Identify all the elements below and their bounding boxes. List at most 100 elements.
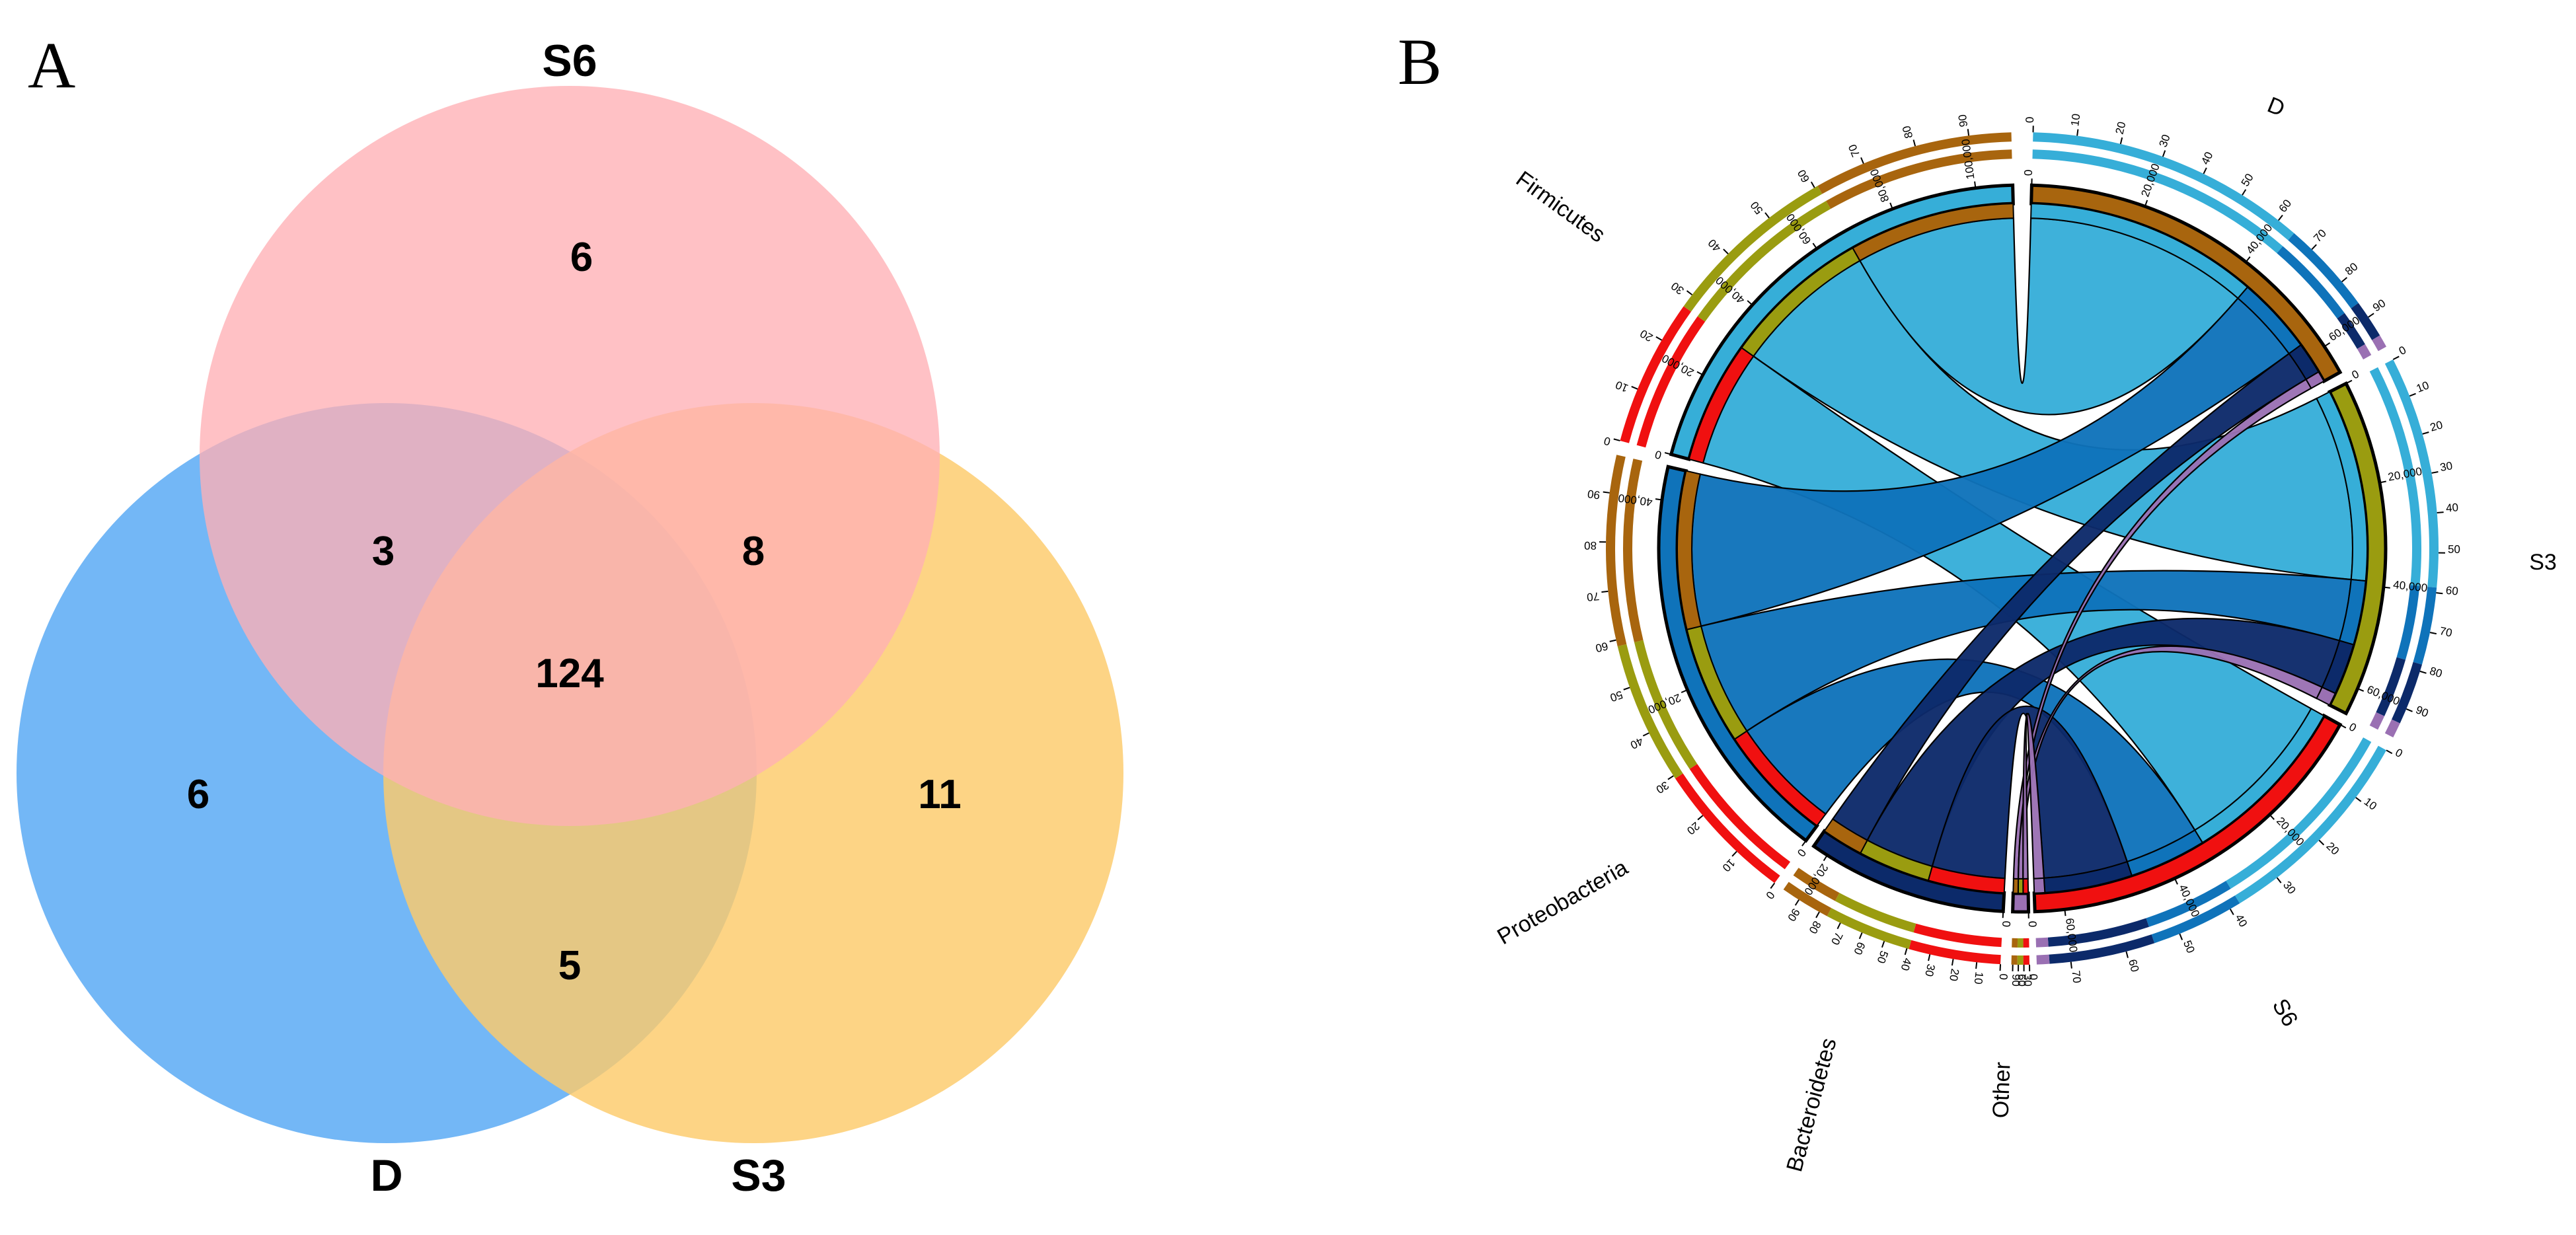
chord-rings — [1606, 132, 2439, 965]
outer-ring-a-s3-other — [2369, 712, 2385, 730]
outer-axis-s6-tick — [2318, 839, 2325, 846]
outer-ring-b-bacteroidetes-s6 — [1909, 940, 2001, 965]
outer-axis-proteobacteria-tick — [1609, 639, 1616, 642]
outer-axis-proteobacteria-tick-label: 20 — [1685, 819, 1702, 837]
outer-axis-s6-tick — [2355, 797, 2362, 802]
outer-axis-bacteroidetes-tick-label: 20 — [1947, 967, 1961, 982]
outer-axis-firmicutes-tick-label: 90 — [1956, 114, 1970, 128]
outer-axis-proteobacteria-tick-label: 50 — [1609, 688, 1624, 704]
outer-axis-bacteroidetes-tick — [1904, 948, 1908, 955]
outer-ring-b-firmicutes-s3 — [1683, 186, 1823, 312]
outer-ring-a-s3-bacteroidetes — [2376, 657, 2406, 716]
outer-axis-s3-tick — [2437, 511, 2444, 513]
inner-axis-firmicutes-tick — [1747, 300, 1753, 306]
outer-ring-b-s6-firmicutes — [2234, 745, 2387, 904]
outer-axis-bacteroidetes-tick-label: 80 — [1806, 918, 1823, 936]
outer-axis-proteobacteria-tick-label: 60 — [1594, 640, 1609, 655]
outer-axis-d-tick — [2341, 277, 2348, 283]
outer-axis-s3-tick-label: 10 — [2415, 379, 2431, 395]
outer-ring-b-other-s3 — [2017, 955, 2024, 965]
outer-axis-bacteroidetes-tick — [1858, 932, 1863, 940]
outer-axis-d-tick-label: 30 — [2156, 133, 2172, 149]
inner-axis-firmicutes-tick-label: 0 — [1653, 448, 1663, 462]
outer-ring-b-s3-bacteroidetes — [2392, 661, 2422, 724]
outer-axis-firmicutes-tick — [1764, 212, 1770, 219]
outer-ring-a-d-other — [2357, 344, 2372, 359]
inner-axis-bacteroidetes-tick — [2002, 911, 2004, 918]
panel-b-letter: B — [1398, 25, 1442, 98]
outer-axis-firmicutes-tick-label: 0 — [1603, 434, 1612, 448]
outer-ring-a-d-bacteroidetes — [2337, 313, 2365, 350]
outer-ring-a-bacteroidetes-d — [1793, 868, 1840, 901]
inner-axis-firmicutes-tick — [1696, 371, 1704, 376]
outer-ring-b-firmicutes-d — [1817, 132, 2012, 194]
outer-ring-a-s6-firmicutes — [2226, 737, 2372, 889]
outer-axis-bacteroidetes-tick-label: 60 — [1851, 940, 1868, 957]
outer-axis-firmicutes-tick-label: 70 — [1846, 143, 1862, 159]
outer-axis-firmicutes-tick — [1860, 157, 1864, 164]
outer-axis-s6-tick — [2276, 877, 2282, 883]
outer-axis-s6-tick — [2229, 909, 2234, 915]
inner-axis-s3-tick-label: 40,000 — [2392, 578, 2428, 594]
inner-axis-firmicutes-tick — [1889, 202, 1893, 209]
outer-axis-d-tick — [2076, 129, 2079, 136]
inner-axis-proteobacteria-tick-label: 0 — [1795, 846, 1809, 859]
inner-axis-s6-tick — [2174, 878, 2178, 885]
inner-axis-d-tick — [2324, 342, 2331, 348]
outer-ring-a-other-s3 — [2017, 938, 2024, 948]
outer-axis-proteobacteria-tick-label: 70 — [1586, 589, 1600, 603]
outer-axis-firmicutes-tick-label: 30 — [1669, 280, 1686, 297]
inner-axis-s3-tick — [2383, 586, 2390, 589]
outer-ring-b-d-proteobacteria — [2288, 233, 2359, 309]
inner-axis-s3-tick — [2357, 688, 2365, 692]
segment-label-other: Other — [1989, 1061, 2016, 1118]
outer-axis-proteobacteria-tick — [1667, 775, 1674, 780]
outer-ring-a-bacteroidetes-s6 — [1913, 923, 2002, 948]
outer-axis-s6-tick-label: 20 — [2324, 840, 2341, 858]
outer-axis-s3-tick — [2406, 708, 2413, 712]
outer-ring-a-bacteroidetes-s3 — [1835, 893, 1916, 933]
inner-axis-d-tick-label: 0 — [2022, 169, 2035, 176]
outer-axis-firmicutes-tick — [1631, 386, 1638, 390]
outer-axis-s3-tick — [2431, 471, 2439, 474]
venn-count-s6-s3: 8 — [742, 529, 765, 574]
outer-ring-b-s6-bacteroidetes — [2049, 934, 2155, 964]
inner-axis-d-tick — [2245, 256, 2251, 263]
outer-axis-firmicutes-tick — [1723, 248, 1729, 254]
outer-axis-bacteroidetes-tick — [1794, 899, 1799, 906]
outer-axis-d-tick — [2311, 244, 2317, 250]
outer-axis-s6-tick-label: 50 — [2181, 938, 2197, 955]
outer-axis-bacteroidetes-tick — [1999, 964, 2002, 971]
inner-axis-proteobacteria-tick-label: 40,000 — [1618, 492, 1653, 509]
sector-subarc-bacteroidetes-d — [1823, 818, 1868, 854]
outer-axis-s3-tick — [2429, 632, 2437, 635]
outer-axis-s6-tick — [2070, 961, 2072, 969]
outer-ring-a-proteobacteria-s3 — [1634, 640, 1698, 769]
inner-axis-s3-tick — [2379, 480, 2386, 484]
venn-label-s6: S6 — [542, 36, 597, 86]
outer-axis-bacteroidetes-tick-label: 0 — [1997, 973, 2010, 980]
segment-label-bacteroidetes: Bacteroidetes — [1782, 1035, 1842, 1175]
panel-a-letter: A — [28, 28, 75, 102]
outer-axis-s3-tick-label: 90 — [2414, 703, 2431, 720]
outer-axis-bacteroidetes-tick-label: 70 — [1829, 930, 1845, 947]
segment-label-s3: S3 — [2529, 550, 2557, 575]
outer-axis-bacteroidetes-tick-label: 50 — [1875, 949, 1891, 965]
outer-axis-s3-tick-label: 0 — [2397, 344, 2408, 357]
outer-axis-firmicutes-tick-label: 40 — [1706, 237, 1724, 254]
venn-panel: A S6 D S3 6 6 11 3 8 5 124 — [17, 28, 1123, 1201]
outer-axis-proteobacteria-tick-label: 0 — [1763, 889, 1777, 901]
outer-ring-a-proteobacteria-d — [1623, 459, 1644, 643]
outer-axis-bacteroidetes-tick-label: 90 — [1785, 906, 1802, 923]
outer-ring-b-bacteroidetes-d — [1783, 881, 1832, 917]
outer-axis-bacteroidetes-tick — [1975, 962, 1978, 969]
outer-axis-firmicutes-tick-label: 80 — [1900, 124, 1915, 139]
inner-axis-firmicutes-tick-label: 100,000 — [1959, 138, 1977, 180]
outer-axis-d-tick — [2119, 137, 2123, 145]
inner-axis-s6-tick — [2269, 814, 2275, 820]
inner-axis-firmicutes-tick — [1664, 452, 1671, 455]
sector-subarc-s6-other — [2033, 877, 2046, 894]
outer-axis-proteobacteria-tick-label: 40 — [1628, 735, 1645, 751]
